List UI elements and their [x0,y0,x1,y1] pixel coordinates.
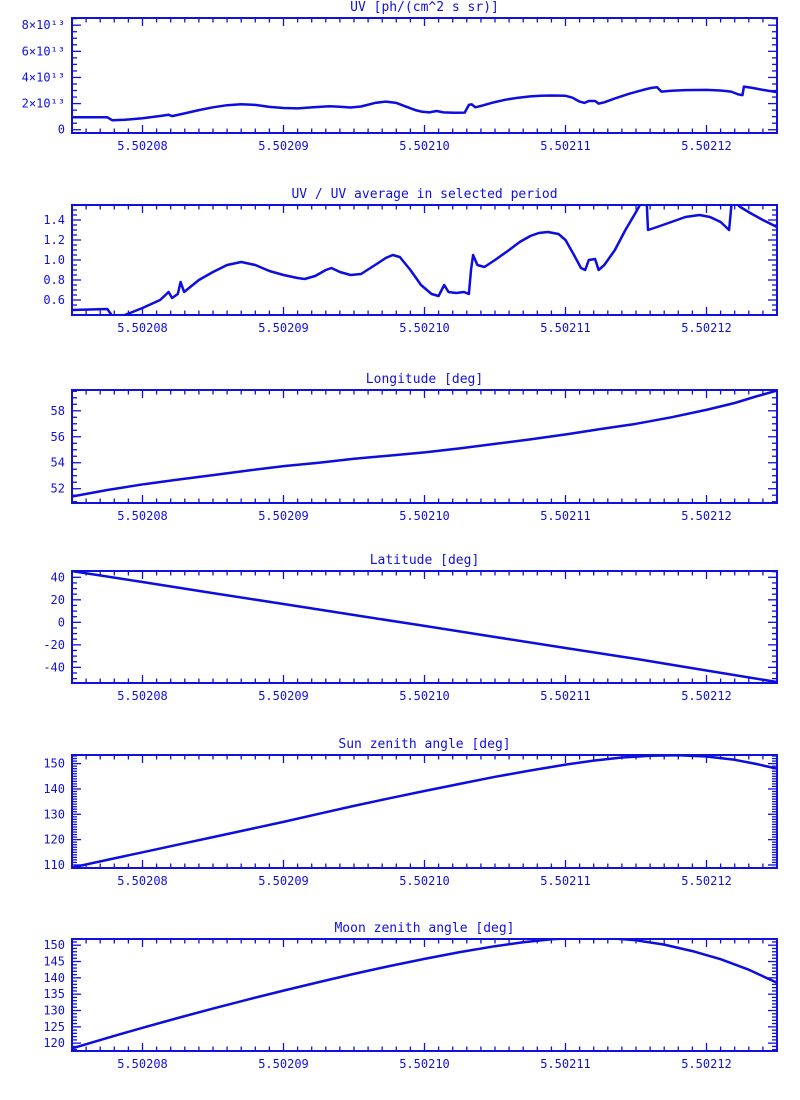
y-tick-label: 1.0 [43,253,65,267]
axis-ticks [73,571,776,682]
y-tick-label: 8×10¹³ [22,18,65,32]
x-tick-label: 5.50210 [399,139,450,153]
x-tick-label: 5.50208 [117,509,168,523]
y-tick-label: 40 [51,570,65,584]
plot-frame [71,389,778,504]
x-tick-label: 5.50212 [681,689,732,703]
y-tick-label: 0.8 [43,273,65,287]
moon-sun-zenith-chart: 5.50208 5.50209 5.50210 5.50211 5.50212 110 12… [43,754,778,888]
y-tick-label: 56 [51,430,65,444]
axis-ticks [73,18,776,132]
y-tick-label: 140 [43,971,65,985]
plot-title: UV [ph/(cm^2 s sr)] [350,0,499,15]
y-tick-label: 58 [51,404,65,418]
y-tick-label: 4×10¹³ [22,70,65,84]
axis-labels: 5.50208 5.50209 5.50210 5.50211 5.50212 0.6 0.… [43,213,731,335]
x-tick-label: 5.50211 [540,139,591,153]
x-tick-label: 5.50210 [399,689,450,703]
x-tick-label: 5.50211 [540,689,591,703]
axis-labels: 5.50208 5.50209 5.50210 5.50211 5.50212 110 12… [43,757,731,888]
x-tick-label: 5.50209 [258,321,309,335]
axis-labels: 5.50208 5.50209 5.50210 5.50211 5.50212 0 2×10… [22,18,732,153]
data-curve [72,939,777,1050]
x-tick-label: 5.50208 [117,321,168,335]
x-tick-label: 5.50211 [540,1057,591,1071]
x-tick-label: 5.50208 [117,874,168,888]
x-tick-label: 5.50211 [540,321,591,335]
plot-title: Longitude [deg] [365,372,484,387]
x-tick-label: 5.50209 [258,1057,309,1071]
axis-labels: 5.50208 5.50209 5.50210 5.50211 5.50212 120 12… [43,938,731,1071]
y-tick-label: 130 [43,807,65,821]
axis-labels: 5.50208 5.50209 5.50210 5.50211 5.50212 52 54 5… [51,404,732,523]
latitude-chart: 5.50208 5.50209 5.50210 5.50211 5.50212 -40 -2… [43,570,778,703]
x-tick-label: 5.50208 [117,689,168,703]
y-tick-label: 150 [43,938,65,952]
x-tick-label: 5.50209 [258,874,309,888]
x-tick-label: 5.50210 [399,321,450,335]
x-tick-label: 5.50212 [681,1057,732,1071]
x-tick-label: 5.50212 [681,139,732,153]
uv-chart: 5.50208 5.50209 5.50210 5.50211 5.50212 0 2×10… [22,17,778,153]
y-tick-label: -40 [43,660,65,674]
plot-title: Moon zenith angle [deg] [334,921,515,936]
x-tick-label: 5.50209 [258,509,309,523]
y-tick-label: 54 [51,456,65,470]
data-curve [72,755,777,868]
x-tick-label: 5.50208 [117,1057,168,1071]
y-tick-label: 0 [58,123,65,137]
axis-ticks [73,204,776,316]
x-tick-label: 5.50211 [540,509,591,523]
x-tick-label: 5.50212 [681,509,732,523]
axis-ticks [73,755,776,869]
x-tick-label: 5.50212 [681,874,732,888]
data-curve [72,571,777,683]
y-tick-label: 6×10¹³ [22,44,65,58]
plot-frame [71,754,778,869]
longitude-chart: 5.50208 5.50209 5.50210 5.50211 5.50212 52 54 5… [51,389,778,523]
plot-frame [71,570,778,684]
y-tick-label: 110 [43,858,65,872]
plot-title: Sun zenith angle [deg] [338,737,511,752]
y-tick-label: 1.4 [43,213,65,227]
y-tick-label: 0.6 [43,293,65,307]
axis-ticks [73,940,776,1051]
y-tick-label: 0 [58,615,65,629]
plot-frame [71,17,778,134]
axis-labels: 5.50208 5.50209 5.50210 5.50211 5.50212 -40 -2… [43,570,731,703]
plot-frame [71,204,778,316]
y-tick-label: -20 [43,638,65,652]
data-curve [72,390,777,498]
x-tick-label: 5.50210 [399,509,450,523]
y-tick-label: 130 [43,1004,65,1018]
x-tick-label: 5.50210 [399,1057,450,1071]
x-tick-label: 5.50209 [258,689,309,703]
y-tick-label: 20 [51,593,65,607]
data-curve [72,85,777,122]
axis-ticks [73,390,776,503]
uv-ratio-chart: 5.50208 5.50209 5.50210 5.50211 5.50212 0.6 0.… [43,204,778,335]
y-tick-label: 2×10¹³ [22,97,65,111]
y-tick-label: 120 [43,833,65,847]
x-tick-label: 5.50211 [540,874,591,888]
y-tick-label: 140 [43,782,65,796]
y-tick-label: 135 [43,987,65,1001]
plot-frame [71,938,778,1052]
x-tick-label: 5.50208 [117,139,168,153]
x-tick-label: 5.50210 [399,874,450,888]
y-tick-label: 1.2 [43,233,65,247]
plot-title: UV / UV average in selected period [291,187,558,202]
x-tick-label: 5.50209 [258,139,309,153]
y-tick-label: 145 [43,955,65,969]
y-tick-label: 120 [43,1036,65,1050]
y-tick-label: 52 [51,482,65,496]
plot-title: Latitude [deg] [369,553,480,568]
moon-zenith-chart: 5.50208 5.50209 5.50210 5.50211 5.50212 120 12… [43,938,778,1071]
y-tick-label: 125 [43,1020,65,1034]
data-curve [72,205,777,315]
x-tick-label: 5.50212 [681,321,732,335]
y-tick-label: 150 [43,757,65,771]
